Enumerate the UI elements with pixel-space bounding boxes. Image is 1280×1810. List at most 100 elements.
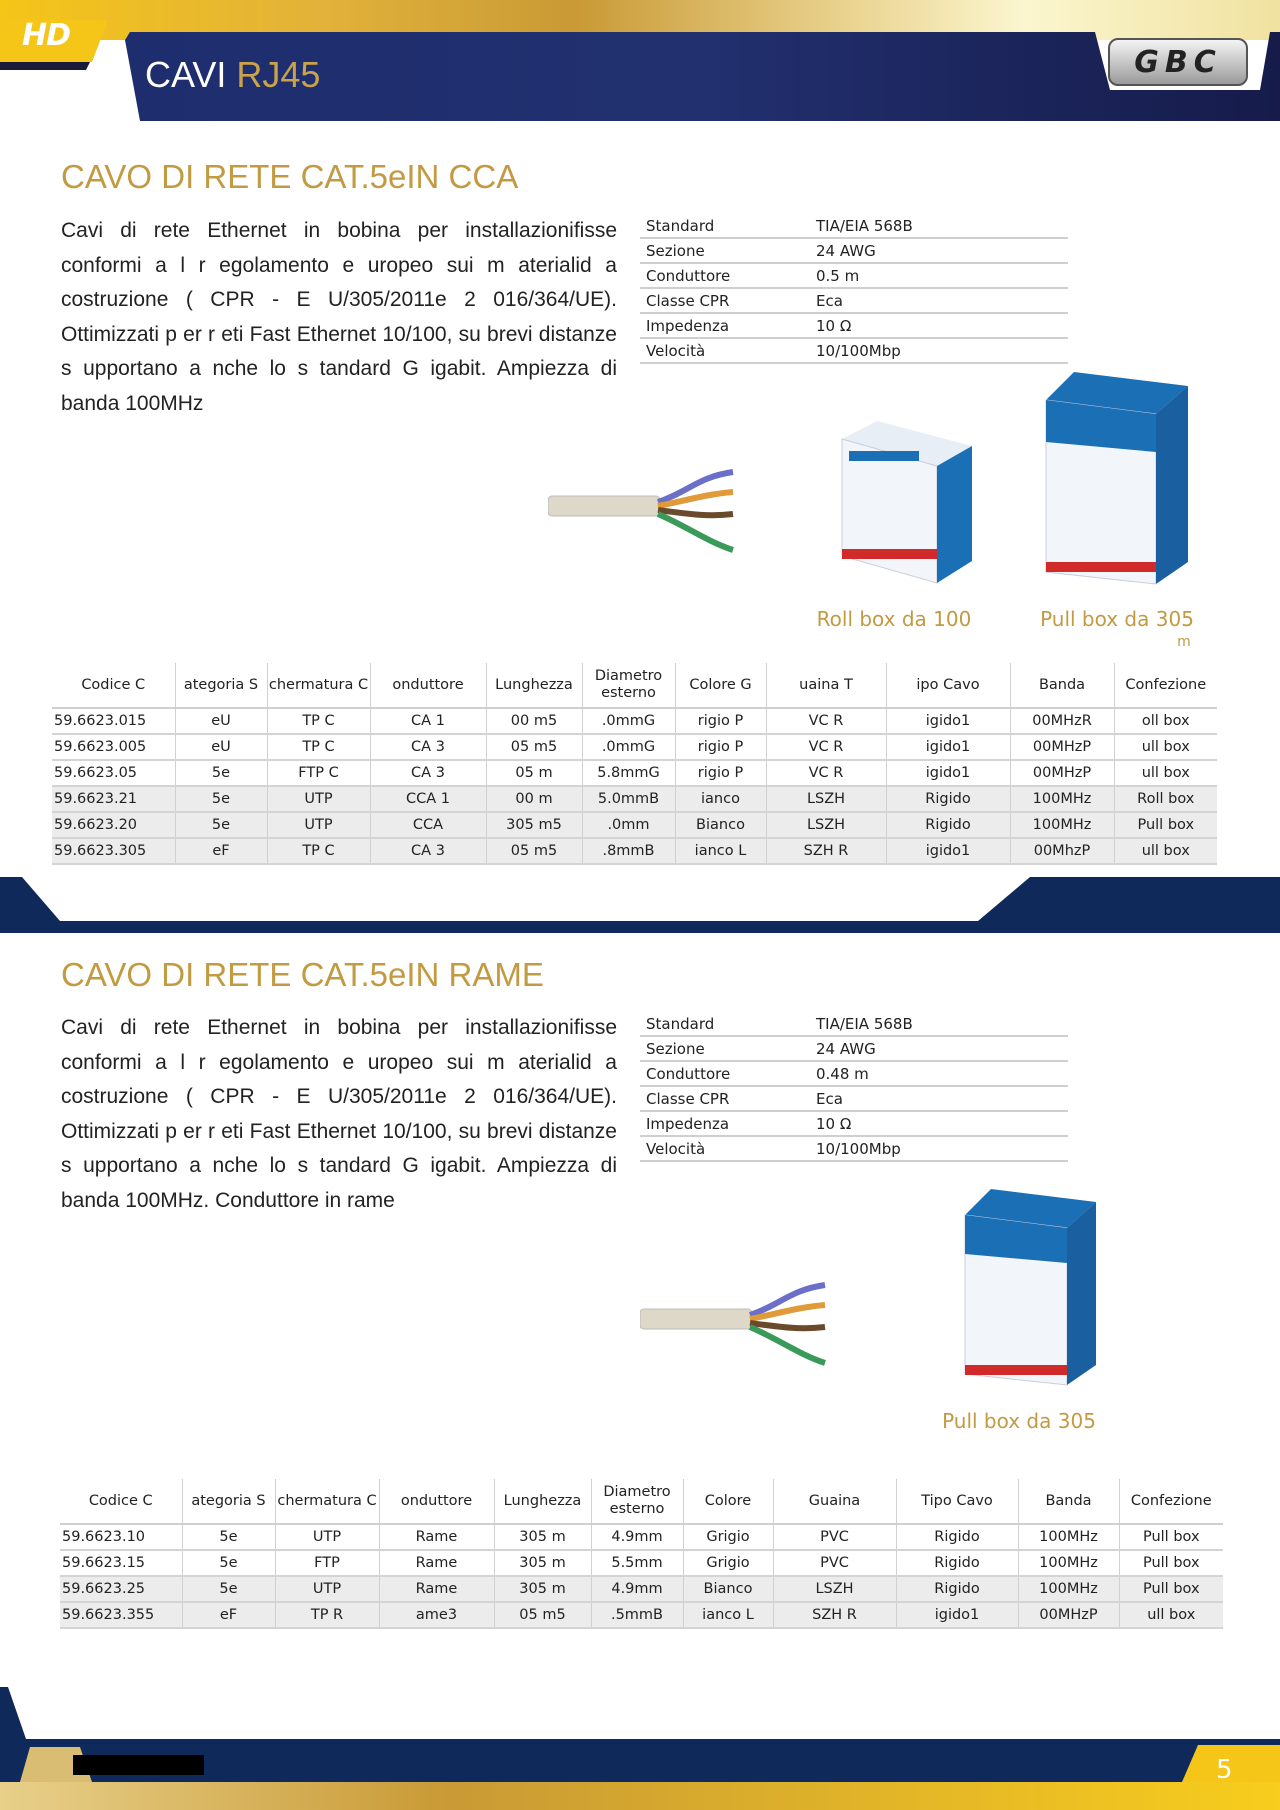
table-cell: ull box	[1113, 760, 1217, 787]
table-cell: rigio P	[674, 708, 766, 735]
table-cell: .0mm	[581, 812, 675, 839]
table-cell: igido1	[895, 1602, 1018, 1629]
table-cell: Pull box	[1118, 1524, 1223, 1551]
column-header: Codice C	[52, 663, 175, 709]
pull-box-image-rame	[964, 1189, 1096, 1386]
spec-row: Standard TIA/EIA 568B	[640, 214, 1068, 239]
spec-row: Conduttore 0.48 m	[640, 1061, 1068, 1087]
table-cell: 59.6623.15	[60, 1550, 182, 1577]
spec-value: 10/100Mbp	[810, 338, 1068, 364]
table-cell: VC R	[765, 708, 886, 735]
section-description-cca: Cavi di rete Ethernet in bobina per inst…	[61, 219, 617, 415]
table-cell: 59.6623.05	[52, 760, 175, 787]
table-cell: Pull box	[1118, 1576, 1223, 1603]
column-header: Confezione	[1113, 663, 1217, 709]
spec-label: Classe CPR	[640, 1086, 810, 1112]
table-cell: PVC	[772, 1524, 896, 1551]
caption-pull-box-cca: Pull box da 305	[1040, 607, 1194, 631]
table-cell: 4.9mm	[590, 1524, 683, 1551]
table-cell: 305 m5	[485, 812, 582, 839]
caption-roll-box: Roll box da 100	[816, 607, 972, 631]
table-cell: igido1	[885, 760, 1010, 787]
hd-badge: HD	[22, 18, 71, 53]
table-cell: UTP	[266, 812, 370, 839]
spec-row: Sezione 24 AWG	[640, 238, 1068, 264]
table-cell: 59.6623.20	[52, 812, 175, 839]
spec-row: Sezione 24 AWG	[640, 1036, 1068, 1062]
column-header: onduttore	[378, 1479, 494, 1525]
table-cell: Rigido	[885, 786, 1010, 813]
spec-label: Standard	[640, 214, 810, 239]
table-cell: VC R	[765, 734, 886, 761]
caption-pull-box-rame: Pull box da 305	[942, 1409, 1096, 1433]
spec-value: 0.5 m	[810, 263, 1068, 289]
table-cell: VC R	[765, 760, 886, 787]
table-cell: SZH R	[772, 1602, 896, 1629]
table-cell: ame3	[378, 1602, 494, 1629]
roll-box-image	[841, 421, 972, 584]
caption-unit: m	[1177, 634, 1191, 650]
table-cell: Rame	[378, 1576, 494, 1603]
table-cell: Rigido	[885, 812, 1010, 839]
table-cell: eU	[174, 708, 267, 735]
table-cell: eU	[174, 734, 267, 761]
table-cell: 05 m5	[485, 838, 582, 865]
table-cell: 00MHzP	[1009, 760, 1114, 787]
column-header: Codice C	[60, 1479, 182, 1525]
table-cell: FTP	[274, 1550, 379, 1577]
spec-table-rame: Standard TIA/EIA 568B Sezione 24 AWG Condutt…	[640, 1012, 1068, 1162]
table-cell: ull box	[1118, 1602, 1223, 1629]
spec-label: Impedenza	[640, 1111, 810, 1137]
column-header: Guaina	[772, 1479, 896, 1525]
table-row: 59.6623.15 5e FTP Rame 305 m 5.5mm Grigio PVC Ri…	[60, 1550, 1223, 1577]
spec-value: 0.48 m	[810, 1061, 1068, 1087]
column-header: ategoria S	[174, 663, 267, 709]
spec-value: 24 AWG	[810, 238, 1068, 264]
table-cell: 100MHz	[1017, 1524, 1119, 1551]
spec-value: TIA/EIA 568B	[810, 214, 1068, 239]
spec-table-cca: Standard TIA/EIA 568B Sezione 24 AWG Condutt…	[640, 214, 1068, 364]
table-cell: Rame	[378, 1550, 494, 1577]
table-cell: ianco L	[682, 1602, 773, 1629]
table-cell: PVC	[772, 1550, 896, 1577]
table-cell: TP R	[274, 1602, 379, 1629]
table-cell: 5.0mmB	[581, 786, 675, 813]
spec-label: Standard	[640, 1012, 810, 1037]
column-header: Confezione	[1118, 1479, 1223, 1525]
table-cell: LSZH	[765, 786, 886, 813]
page-number: 5	[1216, 1755, 1233, 1785]
table-cell: igido1	[885, 734, 1010, 761]
table-cell: CA 3	[369, 734, 486, 761]
table-cell: 5e	[181, 1550, 275, 1577]
table-cell: Rigido	[895, 1550, 1018, 1577]
table-cell: UTP	[274, 1524, 379, 1551]
table-cell: 05 m5	[485, 734, 582, 761]
table-cell: 00 m	[485, 786, 582, 813]
table-cell: 00MHzR	[1009, 708, 1114, 735]
table-cell: 59.6623.10	[60, 1524, 182, 1551]
column-header: Lunghezza	[493, 1479, 591, 1525]
spec-label: Impedenza	[640, 313, 810, 339]
table-cell: oll box	[1113, 708, 1217, 735]
table-cell: FTP C	[266, 760, 370, 787]
spec-label: Conduttore	[640, 263, 810, 289]
table-cell: CA 3	[369, 760, 486, 787]
pull-box-image-cca	[1045, 372, 1188, 585]
table-cell: .5mmB	[590, 1602, 683, 1629]
table-cell: 5.8mmG	[581, 760, 675, 787]
title-text: CAVI	[145, 54, 237, 95]
table-cell: Roll box	[1113, 786, 1217, 813]
table-cell: TP C	[266, 838, 370, 865]
table-cell: .0mmG	[581, 734, 675, 761]
column-header: chermatura C	[266, 663, 370, 709]
section-title-cca: CAVO DI RETE CAT.5eIN CCA	[61, 158, 519, 195]
table-cell: ianco L	[674, 838, 766, 865]
table-cell: Pull box	[1118, 1550, 1223, 1577]
spec-label: Sezione	[640, 238, 810, 264]
section-divider-band	[0, 877, 1280, 933]
table-cell: CCA	[369, 812, 486, 839]
table-row: 59.6623.10 5e UTP Rame 305 m 4.9mm Grigio PVC Ri…	[60, 1524, 1223, 1551]
column-header: Diametro esterno	[581, 663, 675, 709]
table-cell: CCA 1	[369, 786, 486, 813]
